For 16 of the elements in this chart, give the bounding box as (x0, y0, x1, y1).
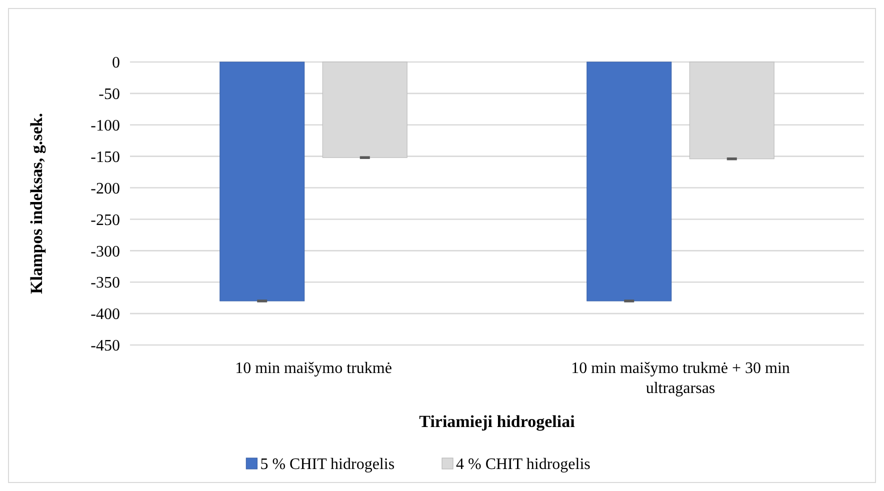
y-tick-label: -350 (90, 274, 120, 292)
y-tick-label: -150 (90, 148, 120, 166)
y-tick-label: -250 (90, 212, 120, 229)
y-tick-label: -200 (90, 180, 120, 198)
y-axis-title: Klampos indeksas, g.sek. (27, 113, 46, 294)
y-tick-label: -450 (90, 338, 120, 355)
legend-label: 4 % CHIT hidrogelis (456, 456, 590, 473)
y-tick-label: -100 (90, 117, 120, 134)
x-axis-title: Tiriamieji hidrogeliai (419, 412, 576, 431)
y-tick-label: 0 (112, 54, 120, 72)
legend-label: 5 % CHIT hidrogelis (260, 456, 395, 473)
y-tick-label: -300 (90, 243, 120, 260)
y-tick-label: -400 (90, 306, 120, 324)
x-tick-label: 10 min maišymo trukmė (235, 360, 392, 377)
y-tick-label: -50 (98, 86, 120, 104)
x-tick-label: 10 min maišymo trukmė + 30 min ultragarsas (571, 360, 790, 397)
